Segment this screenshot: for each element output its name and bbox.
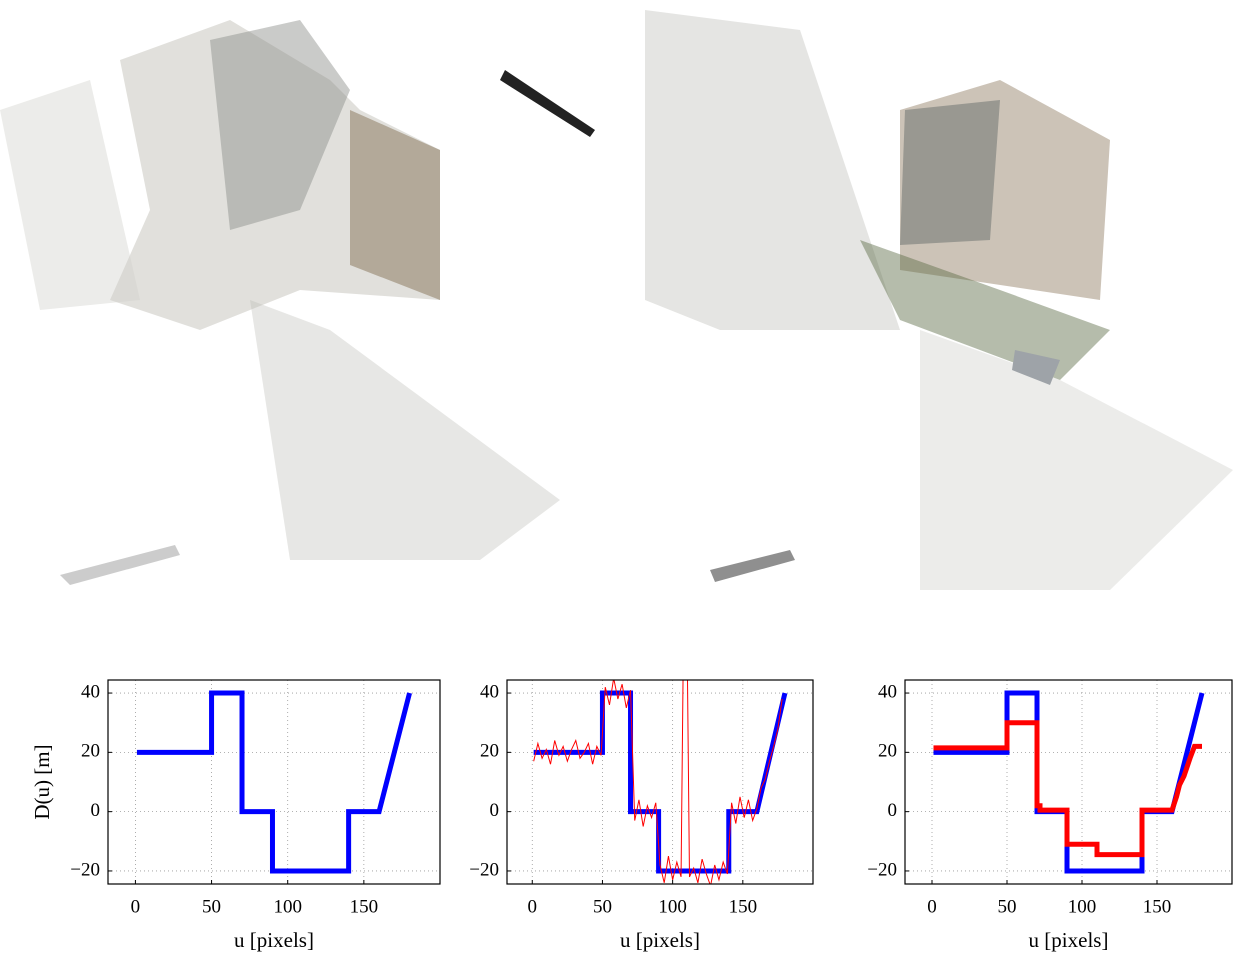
point-cloud-left [0, 20, 595, 585]
chart: −20 0 20 40 0 50 100 150 u [pixels] [469, 679, 814, 952]
x-tick-label: 150 [729, 896, 758, 917]
series-line [533, 680, 783, 884]
x-tick-label: 50 [998, 896, 1017, 917]
point-cloud-right [645, 10, 1233, 590]
y-tick-label: −20 [867, 859, 897, 880]
x-axis-label: u [pixels] [1029, 928, 1109, 952]
series-line [136, 690, 412, 874]
y-tick-label: 20 [480, 741, 499, 762]
x-tick-label: 100 [1068, 896, 1097, 917]
y-tick-label: 0 [91, 800, 101, 821]
y-tick-label: −20 [70, 859, 100, 880]
series-line [933, 720, 1202, 858]
y-tick-label: 40 [480, 681, 499, 702]
x-tick-label: 0 [528, 896, 538, 917]
y-tick-label: 0 [490, 800, 500, 821]
plot-frame [904, 679, 1233, 885]
x-tick-label: 150 [1143, 896, 1172, 917]
x-tick-label: 150 [350, 896, 379, 917]
x-tick-label: 50 [593, 896, 612, 917]
y-axis-label: D(u) [m] [30, 744, 54, 819]
x-tick-label: 0 [131, 896, 141, 917]
x-tick-label: 100 [658, 896, 687, 917]
x-tick-label: 100 [273, 896, 302, 917]
chart: −20 0 20 40 0 50 100 150 u [pixels] [867, 679, 1233, 952]
y-tick-label: 0 [888, 800, 898, 821]
x-tick-label: 0 [927, 896, 937, 917]
plot-frame [506, 679, 814, 885]
plot-frame [107, 679, 441, 885]
y-tick-label: 40 [81, 681, 100, 702]
x-axis-label: u [pixels] [620, 928, 700, 952]
y-tick-label: −20 [469, 859, 499, 880]
x-tick-label: 50 [202, 896, 221, 917]
y-tick-label: 40 [878, 681, 897, 702]
series-line [533, 690, 788, 874]
y-tick-label: 20 [878, 741, 897, 762]
y-tick-label: 20 [81, 741, 100, 762]
chart: −20 0 20 40 0 50 100 150 u [pixels] D(u) [m] [30, 679, 441, 952]
x-axis-label: u [pixels] [234, 928, 314, 952]
